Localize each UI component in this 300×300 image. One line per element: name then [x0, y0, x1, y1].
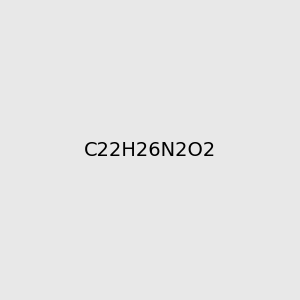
Text: C22H26N2O2: C22H26N2O2: [84, 140, 216, 160]
